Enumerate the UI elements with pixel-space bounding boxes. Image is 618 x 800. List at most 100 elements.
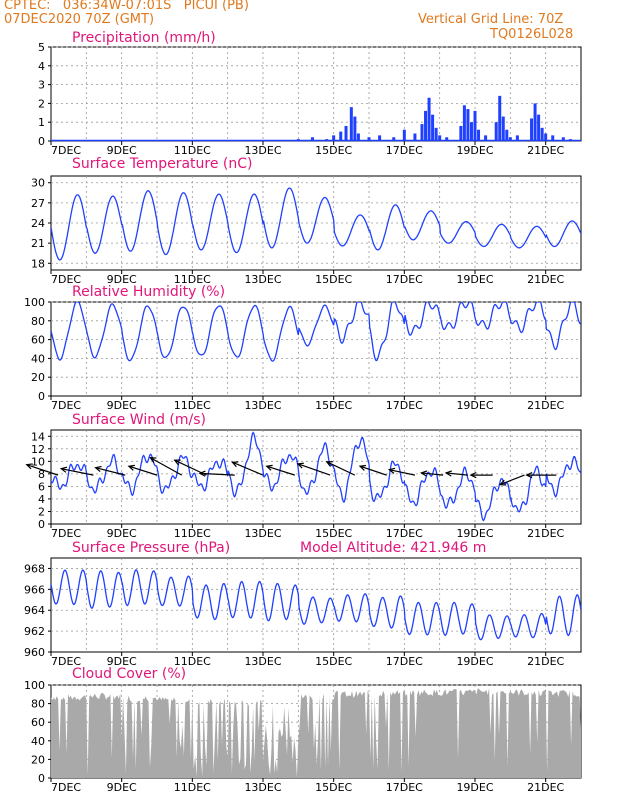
precip-bar xyxy=(544,133,548,141)
x-tick-label: 17DEC xyxy=(386,527,423,540)
y-tick-label: 40 xyxy=(31,735,45,748)
precip-bar xyxy=(501,116,505,141)
x-tick-label: 13DEC xyxy=(244,655,281,668)
wind-arrow-head xyxy=(498,479,507,486)
y-tick-label: 14 xyxy=(31,430,45,443)
wind-arrow-head xyxy=(444,470,452,477)
precip-bar xyxy=(445,137,449,141)
x-tick-label: 11DEC xyxy=(174,144,211,157)
wind-arrow-shaft xyxy=(150,457,183,476)
wind-arrow-head xyxy=(25,463,33,470)
x-tick-label: 9DEC xyxy=(107,273,137,286)
wind-arrow-head xyxy=(59,466,68,473)
x-tick-label: 17DEC xyxy=(386,781,423,794)
y-tick-label: 80 xyxy=(31,315,45,328)
x-tick-label: 17DEC xyxy=(386,144,423,157)
x-tick-label: 7DEC xyxy=(51,144,81,157)
wind-arrow-head xyxy=(198,470,206,477)
series-line xyxy=(51,569,581,641)
panel-title: Surface Pressure (hPa) xyxy=(72,540,230,556)
panel-0 xyxy=(48,46,582,145)
y-tick-label: 12 xyxy=(31,443,45,456)
panel-3 xyxy=(25,429,582,528)
precip-bar xyxy=(438,135,442,141)
wind-arrow-shaft xyxy=(297,463,331,476)
x-tick-label: 19DEC xyxy=(456,144,493,157)
x-tick-label: 9DEC xyxy=(107,655,137,668)
y-tick-label: 27 xyxy=(31,197,45,210)
precip-bar xyxy=(469,122,473,141)
y-tick-label: 4 xyxy=(38,493,45,506)
wind-arrow-head xyxy=(296,462,304,469)
precip-bar xyxy=(459,125,463,141)
wind-arrow-shaft xyxy=(95,467,126,476)
wind-arrow-shaft xyxy=(61,468,94,476)
plot-frame xyxy=(50,429,582,525)
plot-frame xyxy=(50,301,582,397)
panel-2 xyxy=(48,301,582,400)
precip-bar xyxy=(466,109,470,141)
precip-bar xyxy=(530,118,534,141)
x-tick-label: 13DEC xyxy=(244,144,281,157)
y-tick-label: 1 xyxy=(38,116,45,129)
precip-bar xyxy=(392,137,396,141)
precip-bar xyxy=(561,137,565,141)
wind-arrow-shaft xyxy=(232,461,264,476)
precip-bar xyxy=(413,133,417,141)
y-tick-label: 0 xyxy=(38,518,45,531)
precip-bar xyxy=(344,125,348,141)
y-tick-label: 5 xyxy=(38,41,45,54)
x-tick-label: 13DEC xyxy=(244,399,281,412)
x-tick-label: 21DEC xyxy=(527,273,564,286)
wind-arrow-head xyxy=(387,467,396,474)
header-code: TQ0126L028 xyxy=(490,27,574,42)
x-tick-label: 13DEC xyxy=(244,781,281,794)
model-altitude: Model Altitude: 421.946 m xyxy=(300,540,486,556)
x-tick-label: 19DEC xyxy=(456,399,493,412)
x-tick-label: 7DEC xyxy=(51,527,81,540)
y-tick-label: 4 xyxy=(38,60,45,73)
x-tick-label: 17DEC xyxy=(386,655,423,668)
wind-arrow-head xyxy=(325,461,333,467)
precip-bar xyxy=(431,114,435,141)
precip-bar xyxy=(424,110,428,141)
precip-bar xyxy=(427,97,431,141)
y-tick-label: 960 xyxy=(24,646,45,659)
precip-bar xyxy=(356,133,360,141)
wind-arrow-head xyxy=(420,470,428,477)
y-tick-label: 60 xyxy=(31,716,45,729)
panel-1 xyxy=(48,175,582,274)
header-grid-note: Vertical Grid Line: 70Z xyxy=(418,12,564,27)
y-tick-label: 40 xyxy=(31,352,45,365)
x-tick-label: 11DEC xyxy=(174,273,211,286)
y-tick-label: 20 xyxy=(31,753,45,766)
panel-title: Cloud Cover (%) xyxy=(72,666,186,682)
x-tick-label: 19DEC xyxy=(456,273,493,286)
precip-bar xyxy=(378,135,382,141)
precip-bar xyxy=(420,124,424,141)
y-tick-label: 3 xyxy=(38,79,45,92)
header-line1: CPTEC: 036:34W-07:01S PICUI (PB) xyxy=(4,0,249,13)
panel-title: Surface Wind (m/s) xyxy=(72,412,206,428)
y-tick-label: 21 xyxy=(31,237,45,250)
x-tick-label: 19DEC xyxy=(456,527,493,540)
precip-bar xyxy=(462,105,466,141)
precip-bar xyxy=(310,137,314,141)
x-tick-label: 13DEC xyxy=(244,273,281,286)
panel-5 xyxy=(48,684,582,782)
precip-bar xyxy=(332,135,336,141)
x-tick-label: 7DEC xyxy=(51,781,81,794)
wind-arrow-shaft xyxy=(499,474,525,486)
y-tick-label: 968 xyxy=(24,562,45,575)
x-tick-label: 7DEC xyxy=(51,655,81,668)
wind-arrow-head xyxy=(94,465,102,473)
x-tick-label: 9DEC xyxy=(107,399,137,412)
y-tick-label: 10 xyxy=(31,455,45,468)
precip-bar xyxy=(434,127,438,141)
precip-bar xyxy=(551,135,555,141)
x-tick-label: 11DEC xyxy=(174,527,211,540)
precip-bar xyxy=(477,129,481,141)
wind-arrow-shaft xyxy=(326,461,356,476)
x-tick-label: 21DEC xyxy=(527,399,564,412)
panel-title: Precipitation (mm/h) xyxy=(72,30,216,46)
